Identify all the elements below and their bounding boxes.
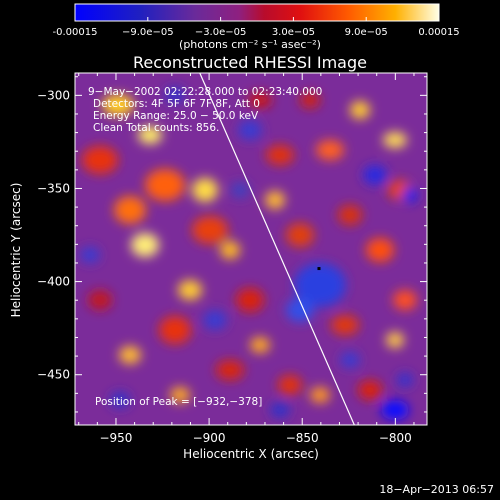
colorbar-unit: (photons cm⁻² s⁻¹ asec⁻²) <box>179 38 321 51</box>
heatmap-blob <box>145 169 185 201</box>
colorbar-tick-label: -0.00015 <box>53 27 98 38</box>
heatmap-blob <box>236 288 264 312</box>
limb-line <box>199 73 355 425</box>
heatmap-blob <box>203 310 227 330</box>
heatmap-blob <box>192 216 228 244</box>
annotation-time: 9−May−2002 02:22:28.000 to 02:23:40.000 <box>88 86 323 98</box>
heatmap-blob <box>178 280 202 300</box>
heatmap-blob <box>159 316 191 344</box>
x-axis-label: Heliocentric X (arcsec) <box>183 447 319 461</box>
axes: −950 −900 −850 −800 −300 −350 −400 −450 <box>37 73 427 445</box>
plot-frame <box>74 72 428 426</box>
heatmap-blob <box>338 205 362 225</box>
y-tick-label: −400 <box>37 275 70 289</box>
heatmap-blob <box>80 247 100 263</box>
heatmap-blob <box>102 94 134 116</box>
colorbar-gradient <box>74 3 440 22</box>
heatmap-blob <box>170 387 190 403</box>
y-tick-label: −450 <box>37 368 70 382</box>
heatmap-blob <box>270 402 290 418</box>
heatmap-blob <box>192 178 218 202</box>
heatmap-blobs <box>80 87 418 420</box>
heatmap-blob <box>286 223 314 247</box>
heatmap-blob <box>131 233 159 257</box>
heatmap-blob <box>216 360 244 380</box>
y-axis-label: Heliocentric Y (arcsec) <box>9 182 23 318</box>
heatmap-blob <box>358 380 382 400</box>
heatmap-blob <box>366 238 394 262</box>
heatmap-blob <box>110 392 130 408</box>
heatmap-blob <box>248 92 272 108</box>
heatmap-blob <box>310 387 330 403</box>
heatmap-blob <box>265 191 285 209</box>
x-tick-label: −800 <box>379 431 412 445</box>
colorbar: -0.00015 −9.0e−05 −3.0e−05 3.0e−05 9.0e−05 0.… <box>53 3 460 38</box>
heatmap-blob <box>383 132 407 148</box>
heatmap-blob <box>397 373 413 387</box>
heatmap-blob <box>386 332 404 348</box>
x-tick-label: −950 <box>99 431 132 445</box>
heatmap-blob <box>220 241 240 259</box>
heatmap-blob <box>82 146 118 174</box>
colorbar-tick-label: −9.0e−05 <box>122 27 174 38</box>
x-tick-label: −900 <box>193 431 226 445</box>
heatmap-blob <box>393 290 417 310</box>
center-marker <box>317 267 321 271</box>
heatmap-blob <box>350 101 370 119</box>
chart-title: Reconstructed RHESSI Image <box>133 53 367 72</box>
peak-position-label: Position of Peak = [−932,−378] <box>95 396 263 408</box>
heatmap-blob <box>165 87 185 103</box>
colorbar-tick-label: 0.00015 <box>418 27 459 38</box>
heatmap-blob <box>294 263 346 307</box>
colorbar-tick-label: −3.0e−05 <box>195 27 247 38</box>
heatmap-blob <box>266 145 294 165</box>
annotation-clean: Clean Total counts: 856. <box>93 122 220 134</box>
heatmap-blob <box>238 120 262 140</box>
heatmap-blob <box>331 315 359 335</box>
colorbar-ticks: -0.00015 −9.0e−05 −3.0e−05 3.0e−05 9.0e−05 0.… <box>53 17 460 38</box>
heatmap-blob <box>231 182 249 198</box>
heatmap-blob <box>363 165 387 185</box>
y-tick-label: −300 <box>37 88 70 102</box>
colorbar-tick-label: 3.0e−05 <box>272 27 315 38</box>
colorbar-tick-label: 9.0e−05 <box>345 27 388 38</box>
footer-timestamp: 18−Apr−2013 06:57 <box>379 483 494 496</box>
heatmap-blob <box>316 140 344 160</box>
heatmap-blob <box>138 126 162 144</box>
y-tick-label: −350 <box>37 181 70 195</box>
heatmap-blob <box>300 92 320 108</box>
heatmap-blob <box>278 375 302 395</box>
annotation-energy: Energy Range: 25.0 − 50.0 keV <box>93 110 259 122</box>
heatmap-blob <box>119 346 141 364</box>
heatmap-blob <box>402 187 418 203</box>
x-tick-label: −850 <box>286 431 319 445</box>
heatmap-blob <box>340 352 360 368</box>
heatmap-blob <box>88 290 112 310</box>
heatmap-blob <box>381 400 409 420</box>
annotation-detectors: Detectors: 4F 5F 6F 7F 8F, Att 0 <box>93 98 260 110</box>
heatmap-blob <box>114 196 146 224</box>
heatmap-blob <box>250 337 270 353</box>
